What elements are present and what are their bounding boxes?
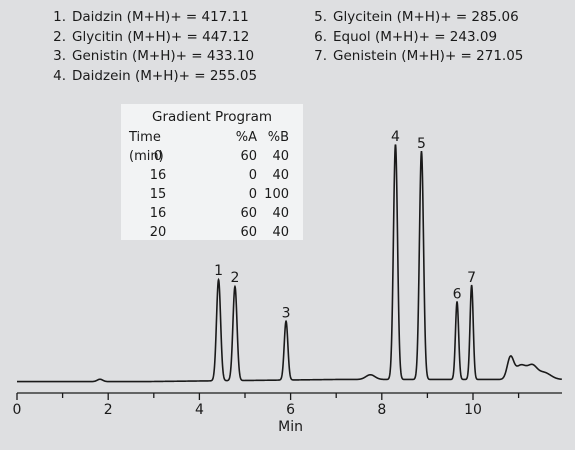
table-row: 16 0 40 [149,168,289,183]
peak-label: 4 [391,129,400,145]
x-tick-label: 8 [377,402,386,418]
peak-label: 2 [231,270,240,286]
peak-labels: 1 2 3 4 5 67 [214,129,476,321]
x-axis-label: Min [278,419,303,435]
table-row: 0 60 40 [153,149,289,164]
peak-label: 5 [417,136,426,152]
table-row: 16 60 40 [149,206,289,221]
table-header-row: Time (min) %A %B [121,128,303,164]
legend-item: 7. Genistein (M+H)+ = 271.05 [314,48,524,64]
x-tick-label: 0 [13,402,22,418]
table-row: 20 60 40 [149,225,289,240]
x-tick-label: 10 [464,402,482,418]
legend-item: 5. Glycitein (M+H)+ = 285.06 [314,9,519,25]
gradient-program-table: Gradient Program Time (min) %A %B 0 60 4… [121,104,303,240]
column-header: %A [235,130,257,145]
legend-item: 3. Genistin (M+H)+ = 433.10 [53,48,255,64]
x-tick-label: 4 [195,402,204,418]
legend-right-column: 5. Glycitein (M+H)+ = 285.06 6. Equol (M+H… [301,8,523,67]
x-tick-label: 6 [286,402,295,418]
x-axis-tick-labels: 0 2 4 6 8 10 [13,402,482,418]
chromatogram-trace [17,144,562,383]
peak-label: 7 [467,270,476,286]
gradient-program-title: Gradient Program [151,109,272,125]
peak-label: 3 [282,305,291,321]
legend-left-column: 1. Daidzin (M+H)+ = 417.11 2. Glycitin (M+… [40,8,257,86]
peak-label: 1 [214,263,223,279]
x-axis-ticks [16,393,520,400]
legend-item: 6. Equol (M+H)+ = 243.09 [314,28,498,45]
legend-item: 2. Glycitin (M+H)+ = 447.12 [53,28,250,45]
column-header: %B [267,130,289,145]
table-row: 15 0 100 [149,187,289,202]
legend-item: 4. Daidzein (M+H)+ = 255.05 [53,67,258,84]
column-header: Time (min) [129,130,164,164]
legend-item: 1. Daidzin (M+H)+ = 417.11 [53,9,249,25]
peak-label: 6 [453,286,462,302]
x-tick-label: 2 [104,402,113,418]
